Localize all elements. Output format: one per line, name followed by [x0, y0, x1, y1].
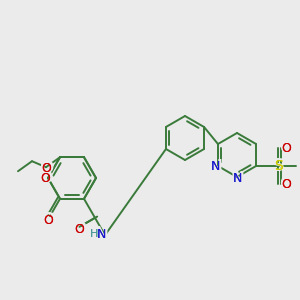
- Text: N: N: [230, 170, 244, 188]
- Text: O: O: [281, 142, 291, 154]
- Text: O: O: [39, 159, 53, 177]
- Text: O: O: [41, 212, 56, 230]
- Text: N: N: [94, 225, 108, 243]
- Text: O: O: [41, 162, 51, 175]
- Text: S: S: [274, 159, 282, 173]
- Text: O: O: [40, 172, 50, 184]
- Text: H: H: [88, 227, 100, 242]
- Text: O: O: [44, 214, 53, 227]
- Text: O: O: [74, 223, 84, 236]
- Text: N: N: [232, 172, 242, 185]
- Text: O: O: [40, 172, 50, 184]
- Text: N: N: [210, 160, 220, 173]
- Text: O: O: [74, 223, 84, 236]
- Text: O: O: [279, 139, 293, 157]
- Text: N: N: [232, 172, 242, 185]
- Text: S: S: [274, 159, 282, 173]
- Text: N: N: [208, 158, 222, 176]
- Text: O: O: [281, 142, 291, 154]
- Text: N: N: [96, 228, 106, 241]
- Text: O: O: [41, 162, 51, 175]
- Text: O: O: [279, 175, 293, 193]
- Text: H: H: [90, 229, 98, 239]
- Text: O: O: [38, 169, 52, 187]
- Text: O: O: [281, 178, 291, 190]
- Text: S: S: [272, 157, 285, 175]
- Text: O: O: [281, 178, 291, 190]
- Text: N: N: [96, 228, 106, 241]
- Text: O: O: [44, 214, 53, 227]
- Text: N: N: [210, 160, 220, 173]
- Text: O: O: [72, 220, 86, 238]
- Text: H: H: [90, 229, 98, 239]
